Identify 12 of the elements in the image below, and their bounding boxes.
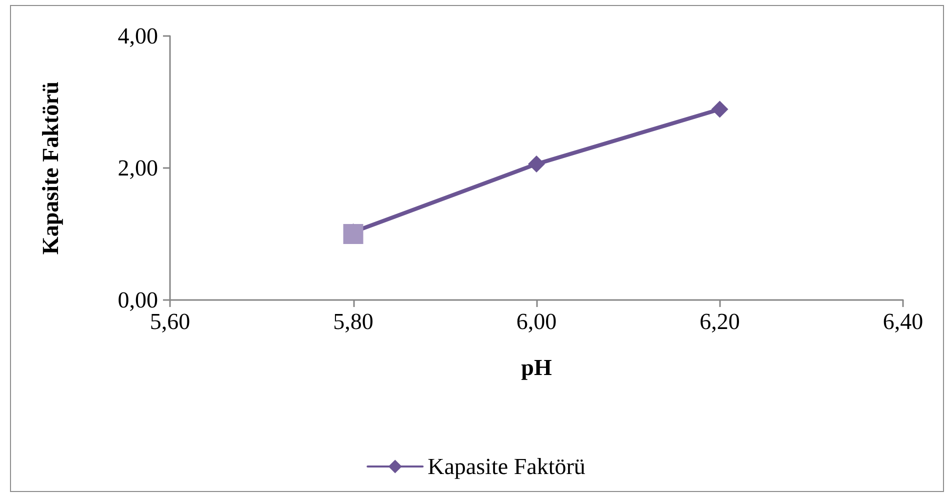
point: [528, 156, 545, 173]
x-tick-label: 6,20: [700, 309, 740, 334]
x-tick-label: 6,00: [516, 309, 557, 334]
x-tick-label: 6,40: [882, 309, 924, 334]
legend-label: Kapasite Faktörü: [428, 454, 586, 479]
point: [711, 100, 728, 118]
point: [343, 224, 364, 244]
x-axis-title: pH: [521, 355, 552, 380]
y-tick-label: 2,00: [118, 156, 158, 180]
y-tick-label: 4,00: [118, 24, 158, 48]
y-axis-title: Kapasite Faktörü: [38, 81, 63, 255]
x-tick-label: 5,80: [333, 309, 374, 334]
